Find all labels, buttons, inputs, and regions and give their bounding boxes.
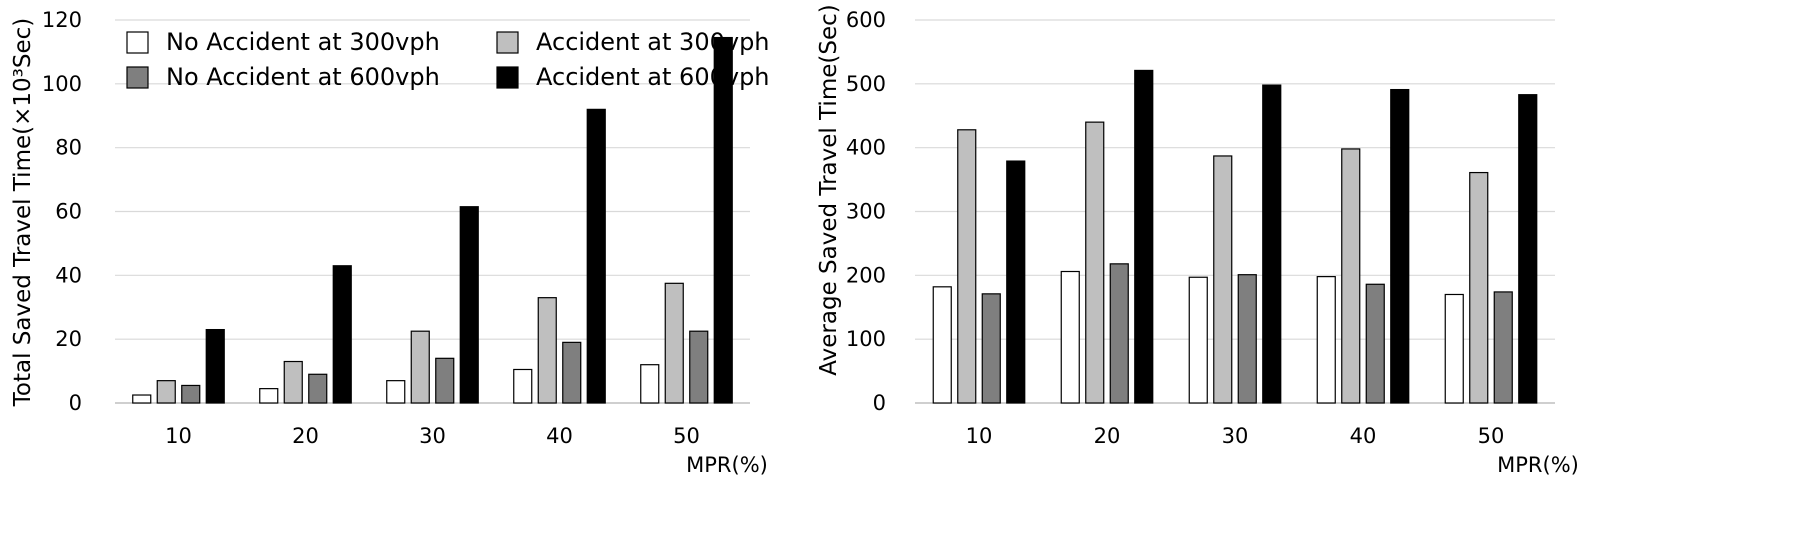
legend-label: Accident at 600vph	[536, 63, 770, 91]
bar	[1188, 276, 1208, 404]
legend-label: Accident at 300vph	[536, 28, 770, 56]
bar	[713, 36, 733, 404]
y-tick-label: 300	[846, 200, 886, 224]
x-tick-label: 10	[966, 424, 993, 448]
bar	[1341, 148, 1361, 404]
legend-swatch	[496, 31, 519, 54]
legend-swatch	[126, 31, 149, 54]
y-tick-label: 0	[69, 391, 82, 415]
bar	[1316, 276, 1336, 404]
bar	[459, 206, 479, 404]
bar	[1237, 274, 1257, 404]
bar	[1085, 121, 1105, 404]
bar	[513, 368, 533, 404]
bar	[283, 360, 303, 404]
y-tick-label: 500	[846, 72, 886, 96]
y-tick-label: 20	[55, 327, 82, 351]
bar	[435, 357, 455, 404]
x-tick-label: 20	[292, 424, 319, 448]
bar	[1134, 69, 1154, 404]
y-tick-label: 100	[42, 72, 82, 96]
bar	[664, 282, 684, 404]
x-tick-label: 40	[546, 424, 573, 448]
legend-swatch	[496, 66, 519, 89]
bar	[586, 108, 606, 404]
bar	[1060, 270, 1080, 404]
x-tick-label: 30	[1222, 424, 1249, 448]
bar	[957, 129, 977, 404]
bar	[1006, 160, 1026, 404]
bar	[537, 297, 557, 404]
y-tick-label: 120	[42, 8, 82, 32]
y-tick-label: 600	[846, 8, 886, 32]
bar	[205, 328, 225, 404]
legend: No Accident at 300vph Accident at 300vph N…	[126, 28, 770, 91]
bar	[1444, 293, 1464, 404]
average-saved-time-chart: 0 100 200 300 400 500 600 10 20 30 40 50 MPR(%) Avera…	[816, 4, 1579, 477]
bar	[1518, 94, 1538, 404]
bar	[259, 388, 279, 404]
bar	[932, 286, 952, 404]
x-axis-title: MPR(%)	[1497, 453, 1579, 477]
y-tick-label: 100	[846, 327, 886, 351]
x-axis-title: MPR(%)	[686, 453, 768, 477]
y-tick-label: 200	[846, 263, 886, 287]
total-saved-time-chart: 0 20 40 60 80 100 120 10 20 30 40 50 MPR(%) Total Sav…	[10, 8, 768, 477]
y-tick-label: 0	[873, 391, 886, 415]
bar	[386, 380, 406, 404]
bar	[981, 293, 1001, 404]
bar	[1493, 291, 1513, 404]
x-tick-label: 50	[1478, 424, 1505, 448]
bar	[308, 373, 328, 404]
x-tick-label: 50	[673, 424, 700, 448]
bar	[1262, 84, 1282, 404]
bar	[1390, 88, 1410, 404]
bar	[1213, 155, 1233, 404]
bar	[1365, 283, 1385, 404]
x-tick-label: 20	[1094, 424, 1121, 448]
y-axis-title: Average Saved Travel Time(Sec)	[816, 4, 842, 375]
y-tick-label: 60	[55, 200, 82, 224]
legend-label: No Accident at 600vph	[166, 63, 440, 91]
y-tick-label: 40	[55, 263, 82, 287]
x-tick-label: 10	[165, 424, 192, 448]
x-tick-label: 30	[419, 424, 446, 448]
bar	[1469, 171, 1489, 404]
bar	[1109, 263, 1129, 404]
bar	[410, 330, 430, 404]
y-tick-label: 400	[846, 136, 886, 160]
bar	[689, 330, 709, 404]
bar	[156, 380, 176, 404]
legend-swatch	[126, 66, 149, 89]
bar	[132, 394, 152, 404]
y-axis-title: Total Saved Travel Time(×10³Sec)	[10, 18, 36, 407]
bar	[562, 341, 582, 404]
bar	[332, 265, 352, 404]
legend-label: No Accident at 300vph	[166, 28, 440, 56]
bar	[640, 364, 660, 404]
y-tick-label: 80	[55, 136, 82, 160]
x-tick-label: 40	[1350, 424, 1377, 448]
bar	[181, 384, 201, 404]
